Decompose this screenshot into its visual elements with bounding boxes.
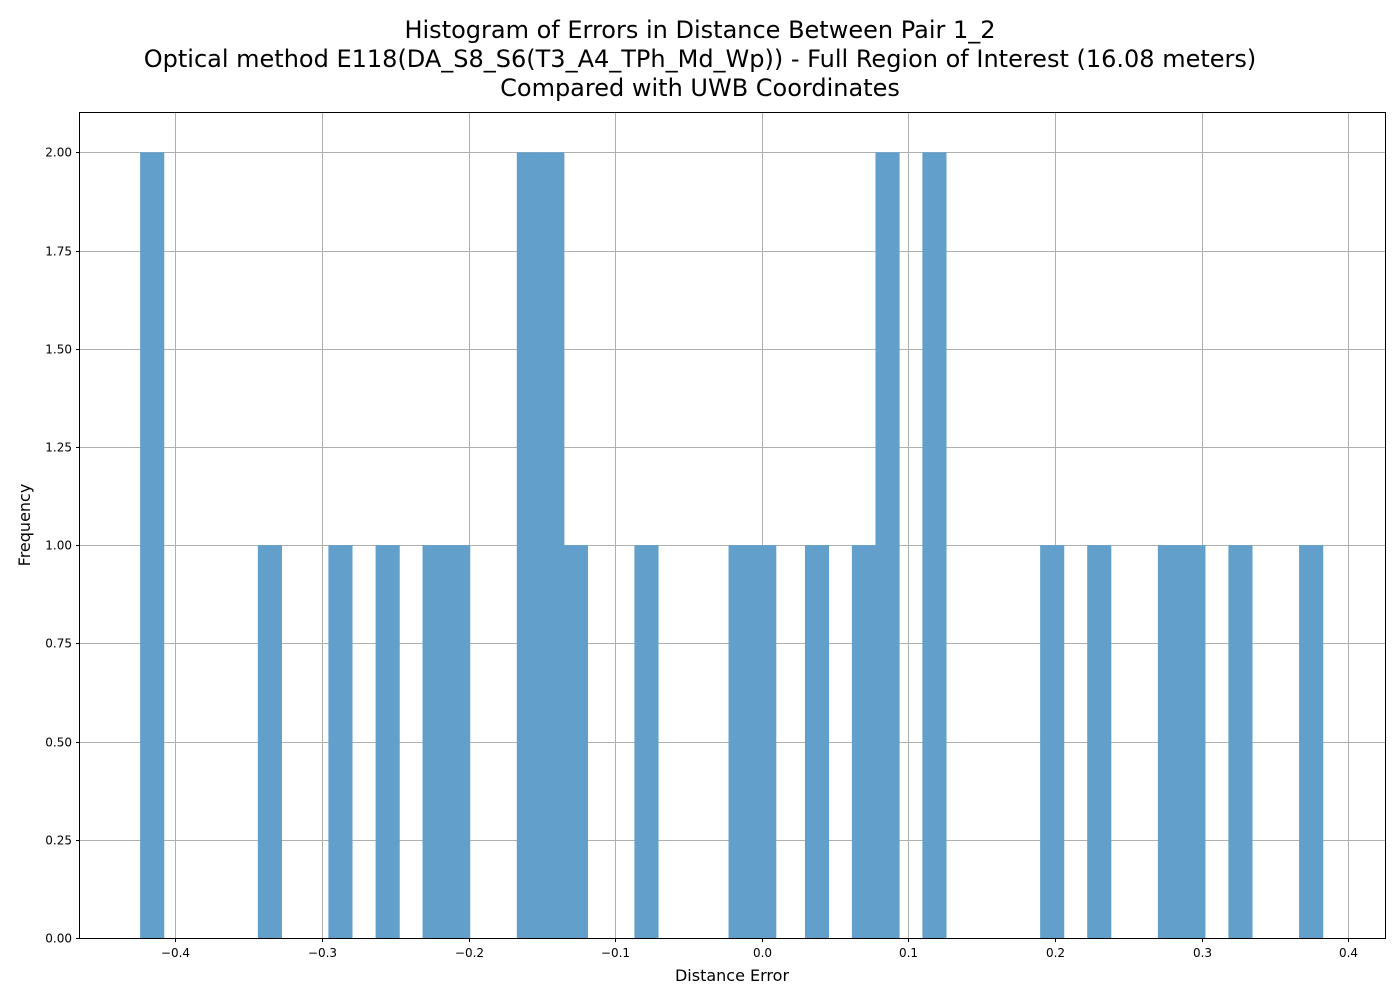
histogram-bar-16 (1040, 545, 1065, 938)
histogram-bar-4 (422, 545, 447, 938)
histogram-bar-5 (446, 545, 471, 938)
x-tick-label-2: −0.2 (455, 946, 484, 960)
y-tick-label-6: 1.50 (45, 343, 72, 357)
x-tick-label-3: −0.1 (601, 946, 630, 960)
histogram-bar-15 (922, 152, 947, 939)
histogram-bar-21 (1299, 545, 1324, 938)
x-tick-label-7: 0.3 (1193, 946, 1212, 960)
y-tick-label-3: 0.75 (45, 637, 72, 651)
x-tick-label-1: −0.3 (308, 946, 337, 960)
histogram-bars (140, 152, 1324, 939)
histogram-bar-18 (1157, 545, 1183, 938)
chart-title-line-2: Optical method E118(DA_S8_S6(T3_A4_TPh_M… (143, 45, 1257, 73)
y-tick-label-4: 1.00 (45, 539, 72, 553)
histogram-bar-7 (540, 152, 565, 939)
histogram-bar-10 (728, 545, 753, 938)
chart-title-line-1: Histogram of Errors in Distance Between … (404, 16, 996, 44)
histogram-bar-2 (328, 545, 353, 938)
histogram-bar-3 (375, 545, 400, 938)
x-tick-label-4: 0.0 (753, 946, 772, 960)
x-tick-label-6: 0.2 (1046, 946, 1065, 960)
x-axis-label: Distance Error (675, 966, 789, 985)
y-tick-label-1: 0.25 (45, 834, 72, 848)
histogram-bar-14 (875, 152, 900, 939)
axis-ticks: −0.4 −0.3 −0.2 −0.1 0.0 0.1 0.2 0.3 0.4 0.00 0.25 0… (45, 146, 1358, 961)
x-tick-label-5: 0.1 (899, 946, 918, 960)
y-tick-label-7: 1.75 (45, 245, 72, 259)
histogram-bar-19 (1181, 545, 1206, 938)
histogram-bar-8 (563, 545, 589, 938)
chart-title-line-3: Compared with UWB Coordinates (500, 74, 900, 102)
histogram-bar-17 (1087, 545, 1112, 938)
plot-frame (79, 112, 1386, 939)
histogram-bar-6 (516, 152, 541, 939)
histogram-bar-12 (804, 545, 830, 938)
x-tick-label-8: 0.4 (1339, 946, 1358, 960)
y-axis-label: Frequency (15, 484, 34, 567)
histogram-bar-20 (1228, 545, 1253, 938)
y-tick-label-5: 1.25 (45, 441, 72, 455)
histogram-bar-11 (752, 545, 777, 938)
histogram-bar-1 (257, 545, 282, 938)
x-tick-label-0: −0.4 (161, 946, 190, 960)
histogram-bar-13 (851, 545, 876, 938)
y-tick-label-2: 0.50 (45, 736, 72, 750)
y-tick-label-0: 0.00 (45, 932, 72, 946)
histogram-bar-0 (140, 152, 165, 939)
histogram-bar-9 (634, 545, 659, 938)
y-tick-label-8: 2.00 (45, 146, 72, 160)
